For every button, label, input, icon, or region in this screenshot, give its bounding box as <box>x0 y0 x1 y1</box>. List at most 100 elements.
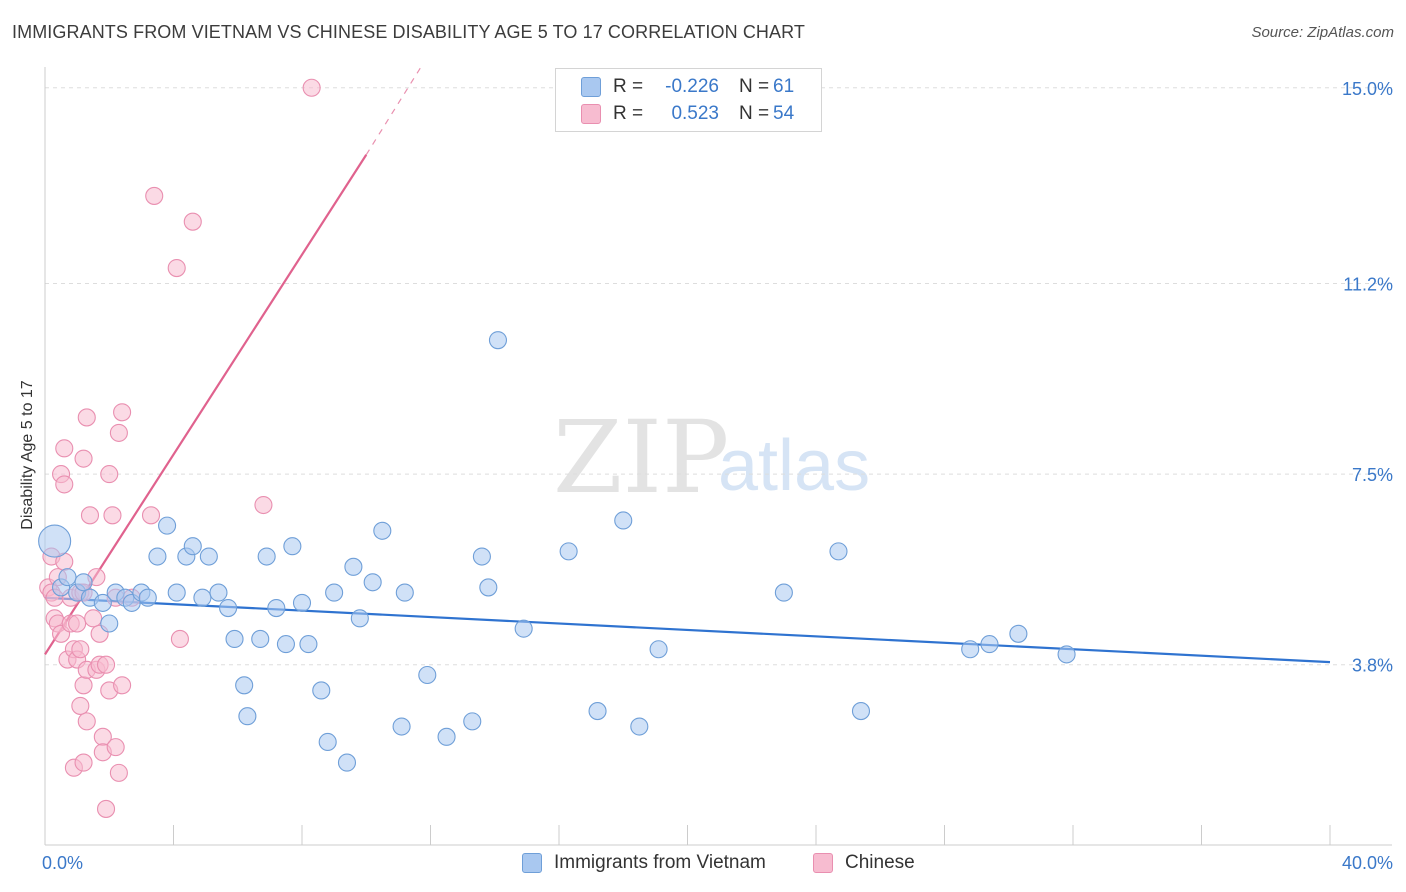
correlation-legend: R = -0.226 N = 61 R = 0.523 N = 54 <box>555 68 822 132</box>
data-point-vietnam <box>851 702 871 721</box>
data-point-chinese <box>141 506 161 525</box>
data-point-chinese <box>71 640 90 659</box>
data-point-vietnam <box>392 717 411 736</box>
data-point-vietnam <box>276 635 295 654</box>
y-tick-label: 11.2% <box>1343 275 1393 295</box>
data-point-vietnam <box>630 717 649 736</box>
data-point-vietnam <box>1057 645 1076 664</box>
data-point-vietnam <box>488 331 508 350</box>
data-point-vietnam <box>961 640 980 659</box>
data-point-chinese <box>96 799 116 818</box>
data-point-vietnam <box>649 640 668 659</box>
data-point-vietnam <box>344 557 363 576</box>
legend-r-value: 0.523 <box>671 103 719 124</box>
data-point-vietnam <box>614 511 633 530</box>
data-point-chinese <box>74 676 93 695</box>
data-point-vietnam <box>148 547 167 566</box>
data-point-chinese <box>170 629 189 648</box>
data-point-vietnam <box>167 583 186 602</box>
y-tick-label: 15.0% <box>1342 79 1393 99</box>
data-point-vietnam <box>267 598 286 618</box>
data-point-vietnam <box>238 707 257 726</box>
data-point-vietnam <box>299 635 318 654</box>
data-point-vietnam <box>292 593 312 612</box>
data-point-vietnam <box>395 583 414 602</box>
data-point-chinese <box>183 212 202 231</box>
data-point-vietnam <box>337 753 357 772</box>
data-point-vietnam <box>318 732 337 752</box>
legend-r-value: -0.226 <box>665 76 719 97</box>
data-point-vietnam <box>283 537 302 556</box>
legend-n-value: 54 <box>773 103 795 124</box>
legend-swatch-chinese <box>581 104 601 124</box>
data-point-chinese <box>302 78 321 97</box>
watermark: ZIP atlas <box>553 399 870 516</box>
axis-layer <box>44 67 1392 846</box>
data-point-vietnam <box>100 614 119 633</box>
data-point-vietnam <box>193 588 212 607</box>
x-tick-label: 0.0% <box>42 853 83 873</box>
y-tick-label: 3.8% <box>1352 656 1393 676</box>
y-tick-label: 7.5% <box>1352 465 1393 485</box>
chart-title: IMMIGRANTS FROM VIETNAM VS CHINESE DISAB… <box>12 22 805 42</box>
data-point-vietnam <box>58 568 77 587</box>
data-point-vietnam <box>514 619 533 638</box>
source-label: Source: ZipAtlas.com <box>1251 24 1394 41</box>
watermark-zip: ZIP <box>553 399 729 516</box>
tick-label-layer: 3.8% 7.5% 11.2% 15.0% 0.0% 40.0% <box>42 79 1393 873</box>
data-point-chinese <box>113 676 132 695</box>
data-point-vietnam <box>219 598 238 618</box>
data-point-chinese <box>80 506 100 525</box>
data-point-vietnam <box>257 547 276 566</box>
series-legend: Immigrants from Vietnam Chinese <box>0 852 1406 878</box>
data-point-vietnam <box>235 676 254 695</box>
data-point-vietnam <box>774 583 793 602</box>
data-point-vietnam <box>479 578 498 597</box>
data-point-vietnam <box>350 609 369 628</box>
trend-line-extension-chinese <box>365 66 422 156</box>
data-point-chinese <box>100 465 119 484</box>
legend-row-vietnam: R = -0.226 N = 61 <box>581 75 803 99</box>
data-point-chinese <box>77 712 96 731</box>
data-point-vietnam <box>588 702 607 721</box>
series-legend-chinese[interactable]: Chinese <box>813 852 915 874</box>
data-point-vietnam <box>74 573 93 592</box>
data-point-chinese <box>113 403 132 422</box>
series-swatch-vietnam <box>522 853 542 873</box>
data-point-chinese <box>55 475 74 494</box>
trend-line-vietnam <box>44 596 1331 664</box>
data-point-chinese <box>167 259 186 278</box>
legend-n-value: 61 <box>773 76 795 97</box>
data-point-vietnam <box>829 542 848 561</box>
data-point-chinese <box>254 495 273 515</box>
data-point-vietnam <box>980 635 999 654</box>
data-point-vietnam <box>158 516 177 535</box>
data-point-vietnam <box>363 573 382 592</box>
series-swatch-chinese <box>813 853 833 873</box>
watermark-atlas: atlas <box>718 426 870 506</box>
data-point-chinese <box>103 506 122 525</box>
legend-row-chinese: R = 0.523 N = 54 <box>581 102 803 126</box>
data-point-vietnam <box>418 665 437 685</box>
legend-n-label: N = <box>739 103 770 124</box>
data-point-vietnam <box>559 542 578 561</box>
legend-swatch-vietnam <box>581 77 601 97</box>
data-point-chinese <box>84 609 103 628</box>
points-layer <box>38 78 1076 818</box>
data-point-vietnam <box>38 524 72 558</box>
data-point-chinese <box>74 449 93 468</box>
legend-r-label: R = <box>613 76 644 97</box>
data-point-vietnam <box>325 583 344 602</box>
data-point-chinese <box>74 753 93 772</box>
data-point-chinese <box>68 614 87 633</box>
data-point-chinese <box>109 763 128 782</box>
data-point-chinese <box>145 186 164 205</box>
data-point-chinese <box>96 655 116 674</box>
series-legend-vietnam[interactable]: Immigrants from Vietnam <box>522 852 766 874</box>
grid-layer <box>45 87 1392 666</box>
data-point-vietnam <box>373 521 392 540</box>
legend-r-label: R = <box>613 103 644 124</box>
data-point-vietnam <box>312 681 331 700</box>
data-point-vietnam <box>463 712 482 731</box>
trend-layer <box>44 66 1331 664</box>
